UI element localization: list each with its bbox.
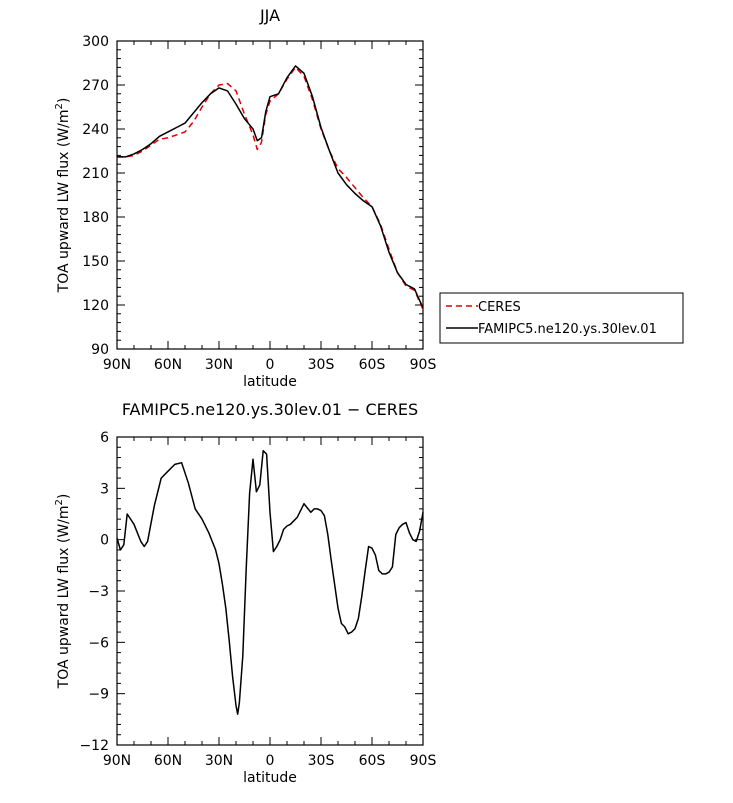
x-tick-label: 30S bbox=[308, 753, 335, 769]
y-axis-label-end: ) bbox=[56, 494, 72, 499]
chart-panel-1: JJA 90N 60N 30N 0 30S 60S 90S 90 120 150 180 210 240 2… bbox=[54, 6, 684, 390]
y-tick-label: 0 bbox=[100, 533, 109, 549]
x-tick-label: 30N bbox=[205, 357, 233, 373]
x-tick-label: 0 bbox=[266, 357, 275, 373]
y-tick-label: 120 bbox=[82, 298, 109, 314]
y-tick-label: 180 bbox=[82, 210, 109, 226]
y-tick-label: −12 bbox=[79, 738, 109, 754]
x-tick-label: 90N bbox=[103, 753, 131, 769]
x-tick-label: 90S bbox=[410, 753, 437, 769]
plot-frame bbox=[116, 40, 424, 350]
y-axis-label: TOA upward LW flux (W/m2) bbox=[54, 494, 72, 690]
x-tick-label: 60S bbox=[359, 357, 386, 373]
plot-frame bbox=[116, 436, 424, 746]
y-tick-label: 150 bbox=[82, 254, 109, 270]
x-axis-label: latitude bbox=[243, 374, 297, 390]
x-axis-label: latitude bbox=[243, 770, 297, 786]
series-line-1 bbox=[116, 449, 424, 715]
x-tick-label: 60N bbox=[154, 357, 182, 373]
y-tick-label: −6 bbox=[88, 635, 109, 651]
y-axis-label-base: TOA upward LW flux (W/m bbox=[56, 505, 72, 689]
y-tick-label: −3 bbox=[88, 584, 109, 600]
chart-title: FAMIPC5.ne120.ys.30lev.01 − CERES bbox=[122, 400, 418, 419]
y-tick-label: −9 bbox=[88, 687, 109, 703]
y-tick-label: 240 bbox=[82, 122, 109, 138]
y-tick-label: 6 bbox=[100, 430, 109, 446]
series-line-2 bbox=[117, 65, 424, 309]
legend: CERES FAMIPC5.ne120.ys.30lev.01 bbox=[439, 292, 684, 344]
x-tick-label: 90S bbox=[410, 357, 437, 373]
x-tick-label: 90N bbox=[103, 357, 131, 373]
y-axis-label-end: ) bbox=[56, 98, 72, 103]
chart-title: JJA bbox=[259, 6, 280, 25]
series-line-1 bbox=[117, 66, 424, 310]
y-tick-label: 300 bbox=[82, 34, 109, 50]
legend-entry: CERES bbox=[478, 300, 521, 315]
y-tick-label: 3 bbox=[100, 481, 109, 497]
y-axis-label: TOA upward LW flux (W/m2) bbox=[54, 98, 72, 294]
y-axis-label-base: TOA upward LW flux (W/m bbox=[56, 109, 72, 293]
x-tick-label: 30N bbox=[205, 753, 233, 769]
y-tick-label: 210 bbox=[82, 166, 109, 182]
chart-panel-2: FAMIPC5.ne120.ys.30lev.01 − CERES 90N 60N 3… bbox=[54, 400, 436, 786]
x-tick-label: 60S bbox=[359, 753, 386, 769]
y-axis-label-sup: 2 bbox=[54, 103, 65, 109]
legend-entry: FAMIPC5.ne120.ys.30lev.01 bbox=[478, 322, 657, 337]
x-tick-label: 0 bbox=[266, 753, 275, 769]
legend-box bbox=[439, 292, 684, 344]
x-tick-label: 30S bbox=[308, 357, 335, 373]
y-tick-label: 90 bbox=[91, 342, 109, 358]
y-tick-label: 270 bbox=[82, 78, 109, 94]
x-tick-label: 60N bbox=[154, 753, 182, 769]
y-axis-label-sup: 2 bbox=[54, 499, 65, 505]
